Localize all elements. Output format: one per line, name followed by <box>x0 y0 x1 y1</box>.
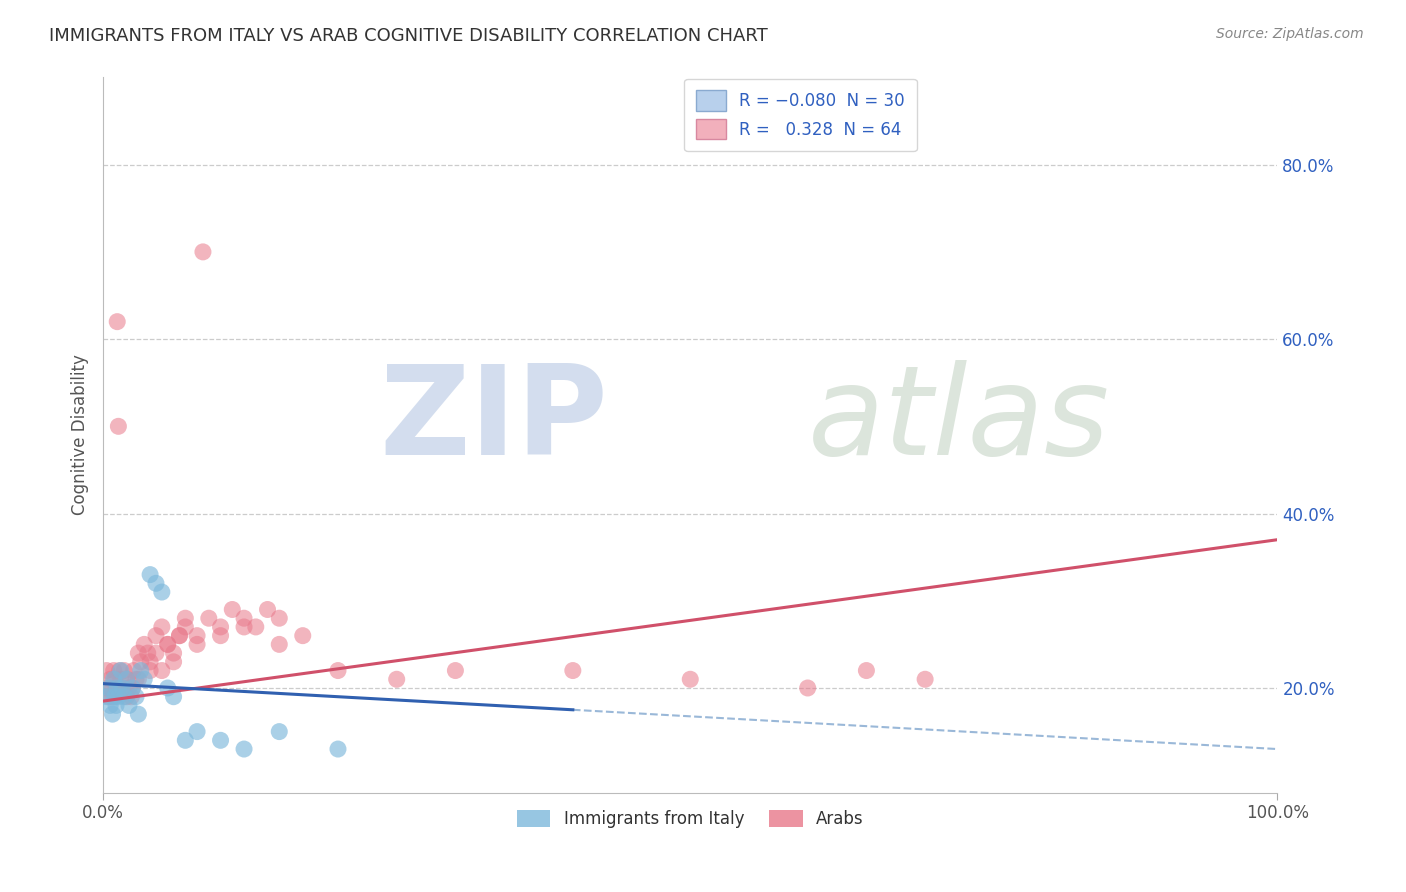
Text: Source: ZipAtlas.com: Source: ZipAtlas.com <box>1216 27 1364 41</box>
Point <box>104 690 127 704</box>
Point <box>115 690 138 704</box>
Point <box>134 637 156 651</box>
Point <box>174 733 197 747</box>
Point <box>111 681 134 695</box>
Point <box>107 690 129 704</box>
Point <box>209 629 232 643</box>
Point <box>96 664 118 678</box>
Point <box>101 707 124 722</box>
Point <box>105 681 128 695</box>
Point <box>112 664 135 678</box>
Point <box>111 681 134 695</box>
Point <box>125 690 148 704</box>
Text: atlas: atlas <box>807 360 1109 482</box>
Point <box>209 733 232 747</box>
Point <box>162 646 184 660</box>
Point <box>107 419 129 434</box>
Point <box>98 673 121 687</box>
Point <box>150 620 173 634</box>
Point <box>198 611 221 625</box>
Point <box>145 576 167 591</box>
Point <box>444 664 467 678</box>
Point <box>561 664 583 678</box>
Point <box>98 690 121 704</box>
Point <box>796 681 818 695</box>
Point <box>256 602 278 616</box>
Text: IMMIGRANTS FROM ITALY VS ARAB COGNITIVE DISABILITY CORRELATION CHART: IMMIGRANTS FROM ITALY VS ARAB COGNITIVE … <box>49 27 768 45</box>
Point <box>103 664 125 678</box>
Point <box>98 698 121 713</box>
Point <box>104 673 127 687</box>
Point <box>105 681 128 695</box>
Point <box>110 673 132 687</box>
Point <box>186 629 208 643</box>
Point <box>121 681 143 695</box>
Point <box>162 690 184 704</box>
Point <box>127 707 149 722</box>
Point <box>233 742 256 756</box>
Point <box>139 655 162 669</box>
Point <box>129 664 152 678</box>
Point <box>191 244 214 259</box>
Point <box>162 655 184 669</box>
Y-axis label: Cognitive Disability: Cognitive Disability <box>72 355 89 516</box>
Point <box>169 629 191 643</box>
Point <box>233 611 256 625</box>
Point <box>100 681 122 695</box>
Point <box>103 673 125 687</box>
Point <box>326 664 349 678</box>
Point <box>129 655 152 669</box>
Point <box>115 673 138 687</box>
Point <box>156 637 179 651</box>
Point <box>96 690 118 704</box>
Point <box>112 690 135 704</box>
Point <box>118 681 141 695</box>
Point <box>127 646 149 660</box>
Text: ZIP: ZIP <box>380 360 607 482</box>
Point <box>134 673 156 687</box>
Point <box>150 585 173 599</box>
Point <box>245 620 267 634</box>
Point <box>122 664 145 678</box>
Point <box>186 637 208 651</box>
Point <box>269 611 291 625</box>
Point <box>121 681 143 695</box>
Point <box>291 629 314 643</box>
Legend: Immigrants from Italy, Arabs: Immigrants from Italy, Arabs <box>510 803 870 834</box>
Point <box>105 315 128 329</box>
Point <box>233 620 256 634</box>
Point <box>156 681 179 695</box>
Point <box>110 664 132 678</box>
Point <box>209 620 232 634</box>
Point <box>136 646 159 660</box>
Point <box>139 664 162 678</box>
Point <box>174 620 197 634</box>
Point <box>679 673 702 687</box>
Point <box>115 673 138 687</box>
Point <box>855 664 877 678</box>
Point <box>169 629 191 643</box>
Point <box>98 681 121 695</box>
Point <box>174 611 197 625</box>
Point <box>326 742 349 756</box>
Point <box>145 629 167 643</box>
Point <box>186 724 208 739</box>
Point <box>156 637 179 651</box>
Point <box>108 664 131 678</box>
Point <box>269 637 291 651</box>
Point <box>139 567 162 582</box>
Point <box>125 673 148 687</box>
Point <box>127 673 149 687</box>
Point <box>914 673 936 687</box>
Point <box>221 602 243 616</box>
Point <box>118 698 141 713</box>
Point <box>94 681 117 695</box>
Point <box>385 673 408 687</box>
Point <box>101 690 124 704</box>
Point <box>145 646 167 660</box>
Point <box>150 664 173 678</box>
Point <box>105 698 128 713</box>
Point <box>120 690 142 704</box>
Point <box>269 724 291 739</box>
